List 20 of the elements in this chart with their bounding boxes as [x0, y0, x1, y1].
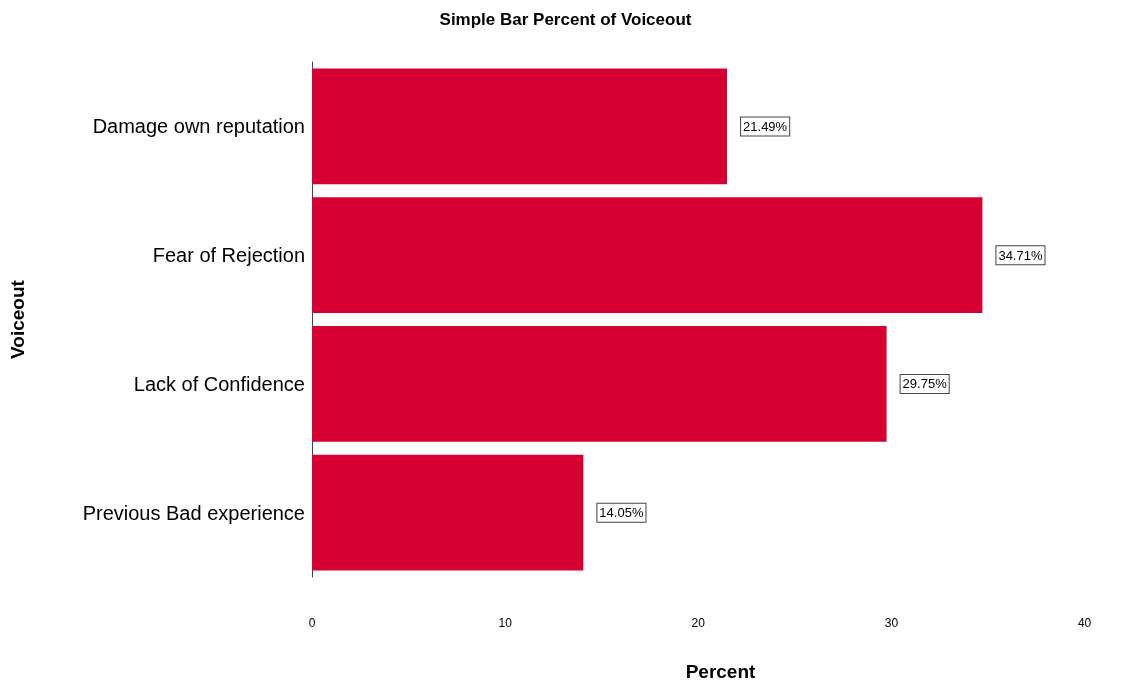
y-tick-label: Previous Bad experience — [82, 501, 305, 524]
x-tick-label: 30 — [884, 616, 899, 630]
y-tick-label: Lack of Confidence — [133, 372, 305, 395]
bar — [312, 454, 584, 571]
y-axis-title: Voiceout — [7, 279, 28, 359]
y-tick-label: Damage own reputation — [92, 115, 305, 138]
x-axis-title: Percent — [685, 661, 757, 682]
y-tick-label: Fear of Rejection — [152, 244, 305, 267]
bar — [312, 325, 887, 442]
data-label: 29.75% — [902, 376, 948, 392]
bar — [312, 68, 728, 185]
x-tick-label: 40 — [1077, 616, 1092, 630]
chart-title: Simple Bar Percent of Voiceout — [439, 10, 692, 29]
bar — [312, 197, 983, 314]
x-tick-label: 0 — [308, 616, 316, 630]
x-tick-label: 10 — [498, 616, 513, 630]
data-label: 14.05% — [599, 505, 644, 521]
x-tick-label: 20 — [691, 616, 706, 630]
data-label: 34.71% — [998, 247, 1043, 263]
data-label: 21.49% — [743, 118, 788, 134]
